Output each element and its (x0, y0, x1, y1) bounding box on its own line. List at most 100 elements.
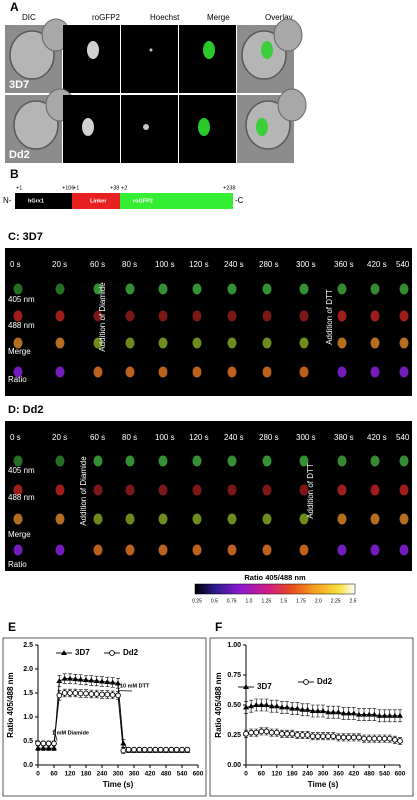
point (67, 675, 73, 681)
point (397, 712, 403, 718)
domain (15, 193, 72, 209)
point (284, 704, 291, 710)
point (273, 703, 280, 709)
point (56, 678, 63, 683)
cell (370, 366, 380, 378)
cell (262, 484, 272, 496)
point (294, 705, 301, 711)
colorbar-tick: 0.25 (192, 598, 202, 604)
cell (192, 455, 202, 467)
point (279, 730, 285, 737)
domain (120, 193, 233, 209)
x-axis-title: Time (s) (103, 780, 134, 789)
cell (299, 544, 309, 556)
point (61, 675, 68, 681)
cell (399, 366, 409, 378)
cell (125, 283, 135, 295)
point (381, 735, 388, 742)
time-label: 60 s (90, 260, 105, 269)
point (335, 709, 342, 715)
point (345, 710, 352, 716)
cell (13, 283, 23, 295)
point (184, 746, 191, 753)
point (386, 712, 393, 718)
point (253, 702, 260, 707)
point (345, 734, 352, 741)
x-tick-label: 240 (97, 771, 108, 778)
cell (125, 513, 135, 525)
colorbar-tick: 0.5 (211, 598, 218, 604)
point (350, 734, 357, 741)
cell (399, 310, 409, 322)
cell (399, 484, 409, 496)
point (35, 745, 41, 751)
point (115, 692, 121, 699)
cell (192, 283, 202, 295)
cell (13, 484, 23, 496)
y-tick-label: 0.25 (227, 732, 241, 739)
fluorescence (203, 41, 215, 59)
y-axis-title: Ratio 405/488 nm (6, 672, 15, 737)
point (320, 708, 326, 713)
point (309, 708, 316, 713)
cell (337, 455, 347, 467)
cell (227, 513, 237, 525)
cell (337, 513, 347, 525)
colorbar-tick: 1.5 (280, 598, 287, 604)
point (163, 746, 169, 753)
point (325, 709, 332, 715)
panel-label: C: 3D7 (8, 231, 43, 243)
x-tick-label: 180 (81, 771, 92, 778)
cell (299, 337, 309, 349)
cell (399, 283, 409, 295)
chart-frame (2, 637, 207, 797)
point (125, 746, 132, 753)
point (325, 733, 331, 740)
cell (93, 513, 103, 525)
cell (93, 366, 103, 378)
point (371, 735, 378, 742)
cell (262, 366, 272, 378)
time-label: 100 s (155, 260, 175, 269)
point (141, 746, 148, 753)
cell (262, 337, 272, 349)
cell (299, 283, 309, 295)
cell (192, 337, 202, 349)
time-label: 120 s (189, 433, 209, 442)
cell (125, 366, 135, 378)
row-label: Dd2 (9, 149, 30, 161)
x-tick-label: 480 (364, 771, 375, 778)
colorbar-tick: 0.75 (227, 598, 237, 604)
fluorescence (143, 124, 149, 130)
cell (158, 513, 168, 525)
time-label: 300 s (296, 260, 316, 269)
fluorescence (198, 118, 210, 136)
y-tick-label: 0.75 (227, 672, 241, 679)
y-tick-label: 0.0 (23, 762, 33, 769)
point (253, 729, 260, 736)
cell (227, 484, 237, 496)
cell (337, 310, 347, 322)
y-tick-label: 2.0 (23, 666, 33, 673)
legend-marker (61, 650, 67, 655)
cell (227, 544, 237, 556)
cell (93, 310, 103, 322)
legend-marker (243, 684, 249, 689)
cell (277, 88, 307, 122)
legend-label: Dd2 (123, 648, 139, 657)
cell (55, 484, 65, 496)
cell (55, 337, 65, 349)
time-label: 20 s (52, 433, 67, 442)
cell (192, 484, 202, 496)
cell (93, 484, 103, 496)
point (248, 703, 255, 709)
point (335, 734, 342, 741)
point (330, 709, 337, 715)
point (72, 676, 79, 682)
fluorescence (149, 48, 153, 52)
row-label: Ratio (8, 375, 27, 384)
cell (227, 455, 237, 467)
cell (93, 283, 103, 295)
x-tick-label: 0 (244, 771, 248, 778)
